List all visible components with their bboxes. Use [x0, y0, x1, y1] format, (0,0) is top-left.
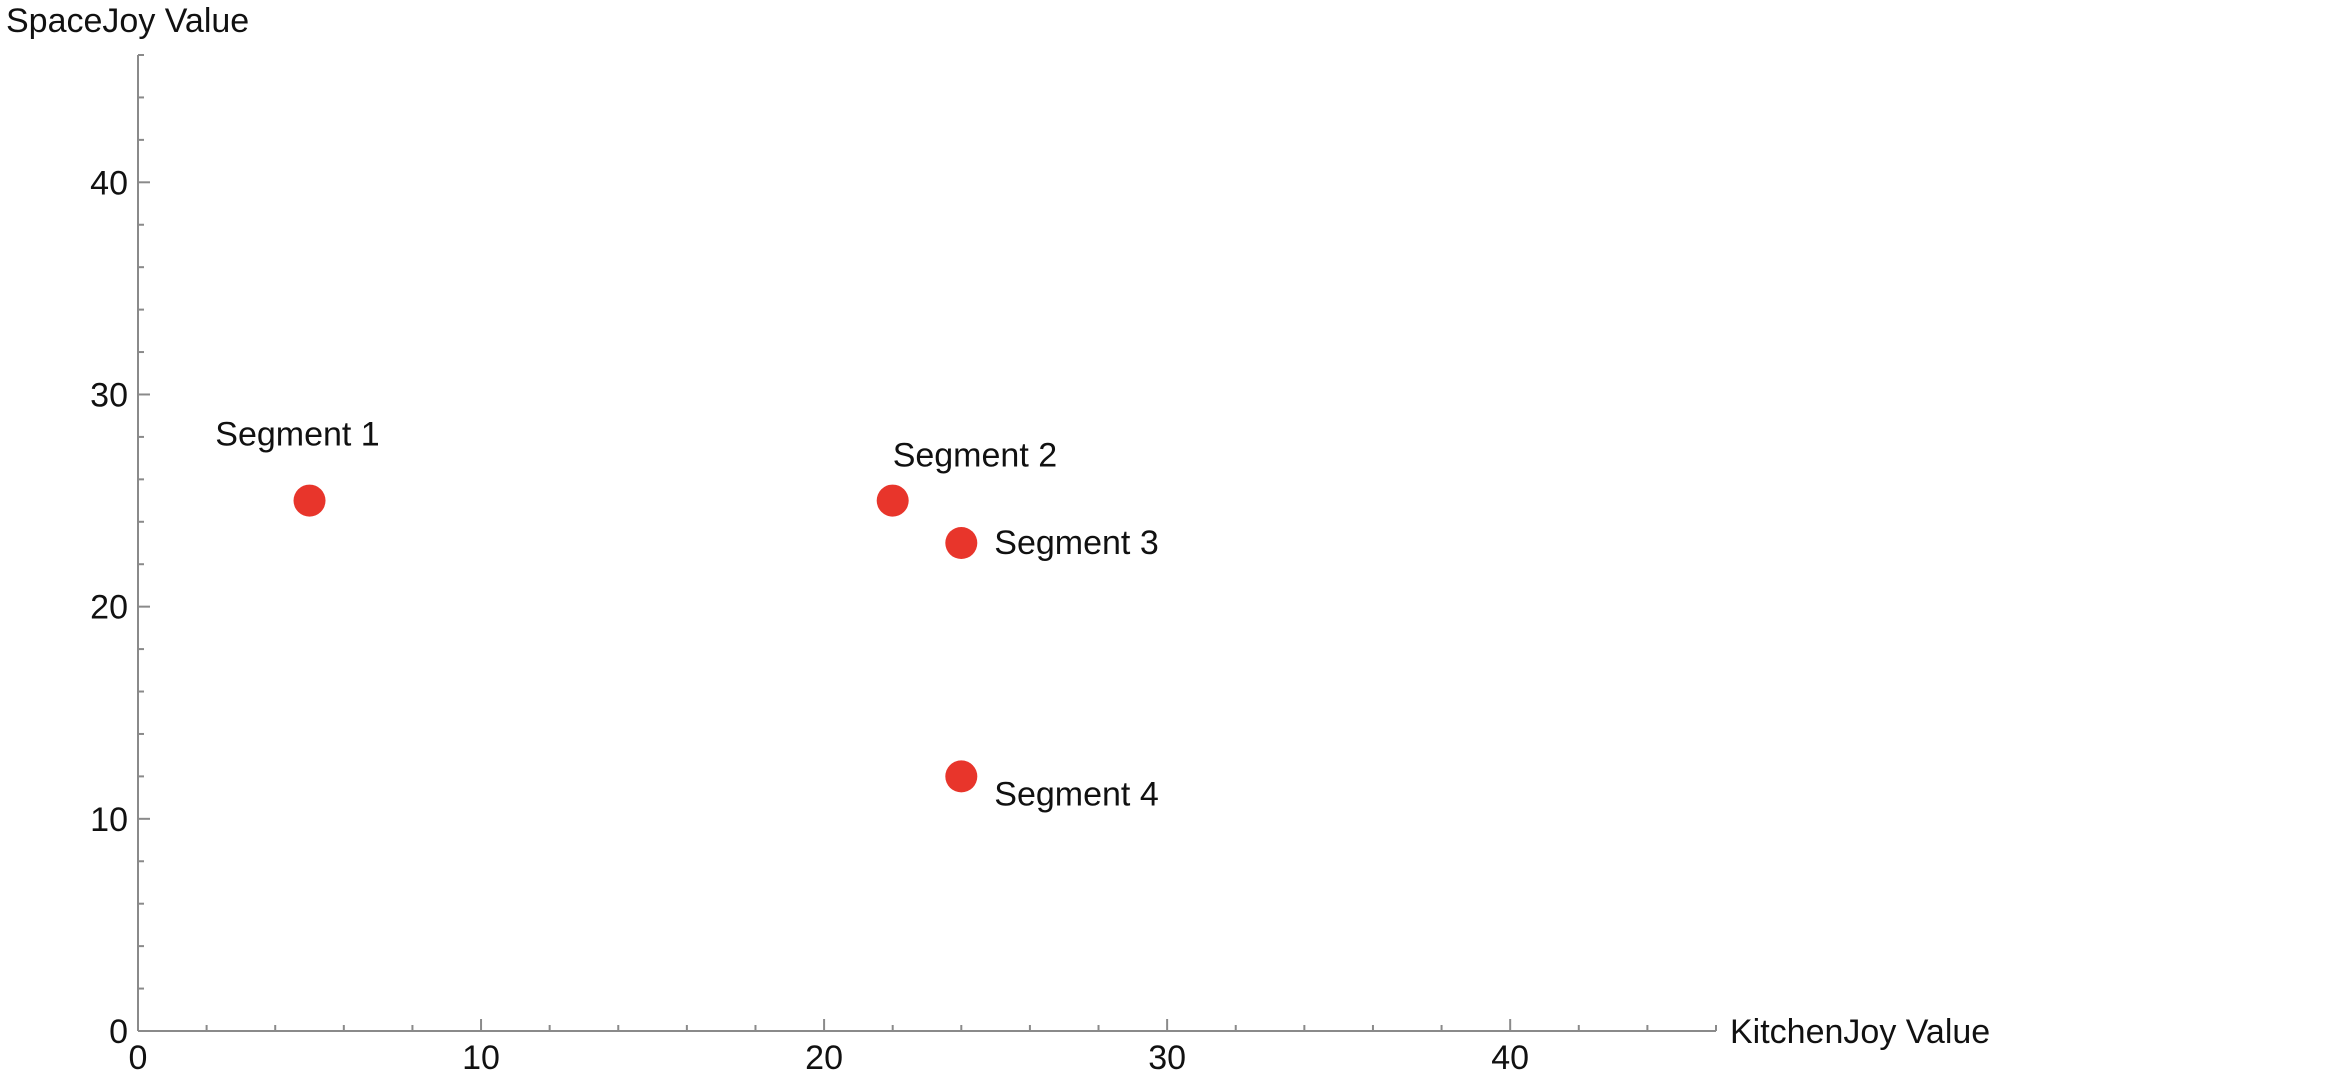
x-tick-label: 20	[805, 1039, 843, 1077]
ticks	[137, 54, 1717, 1032]
y-tick-label: 40	[90, 164, 128, 202]
x-tick-label: 30	[1148, 1039, 1186, 1077]
y-tick-label: 30	[90, 376, 128, 414]
data-point	[293, 484, 326, 517]
axes	[137, 55, 1716, 1032]
data-point	[945, 527, 978, 559]
data-point	[945, 760, 978, 793]
data-point-label: Segment 3	[994, 524, 1158, 562]
tick-labels: 0 10 20 30 40 0 10 20 30 40	[90, 164, 1529, 1077]
x-tick-label: 40	[1491, 1039, 1529, 1077]
y-tick-label: 20	[90, 589, 128, 627]
y-tick-label: 0	[109, 1013, 128, 1051]
data-point-label: Segment 4	[994, 775, 1158, 813]
data-point-label: Segment 1	[215, 416, 379, 454]
data-point	[876, 484, 909, 517]
data-points	[293, 484, 978, 793]
y-tick-label: 10	[90, 801, 128, 839]
y-axis-title: SpaceJoy Value	[6, 2, 249, 40]
data-point-label: Segment 2	[893, 437, 1057, 475]
x-tick-label: 0	[129, 1039, 148, 1077]
data-point-labels: Segment 1 Segment 2 Segment 3 Segment 4	[215, 416, 1158, 814]
x-tick-label: 10	[462, 1039, 500, 1077]
x-axis-title: KitchenJoy Value	[1730, 1013, 1990, 1051]
